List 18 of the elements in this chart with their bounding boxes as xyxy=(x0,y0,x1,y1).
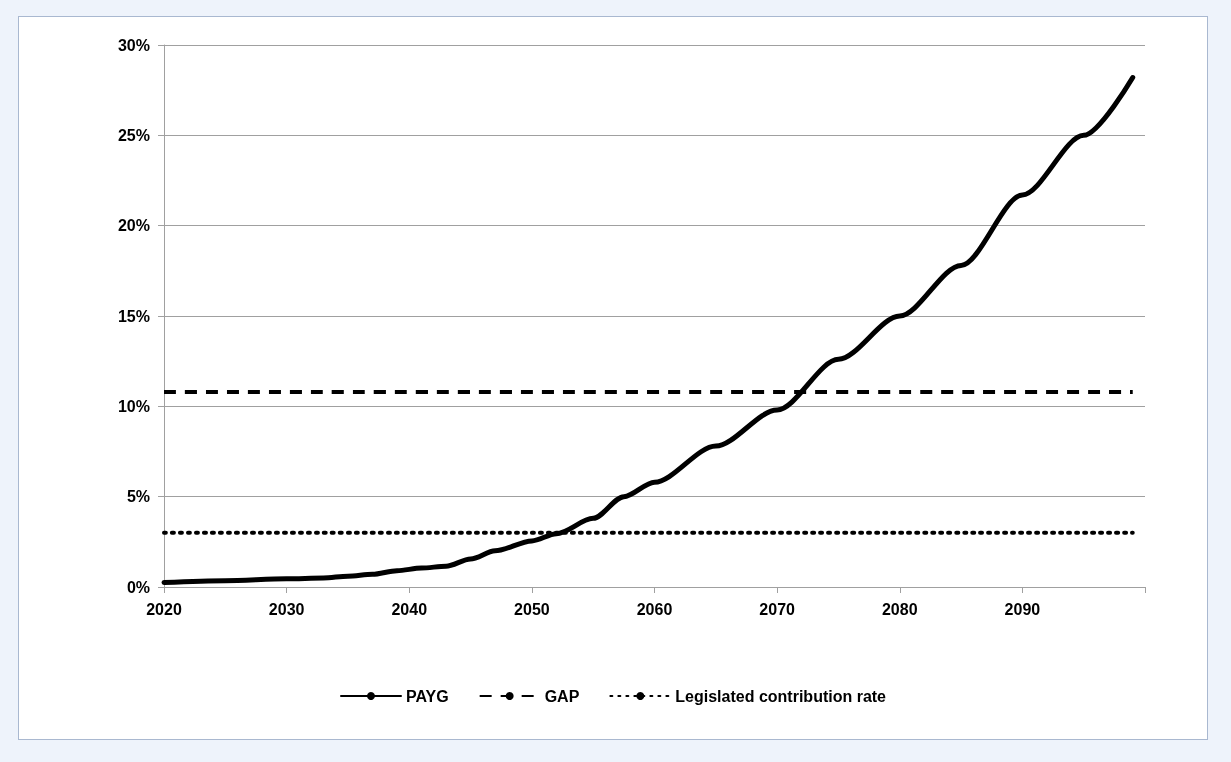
x-tick-label: 2030 xyxy=(268,600,305,618)
x-tick-label: 2020 xyxy=(146,600,182,618)
y-tick-label: 10% xyxy=(117,397,150,415)
x-tick-label: 2090 xyxy=(1004,600,1041,618)
x-tick-label: 2050 xyxy=(514,600,550,618)
x-tick-label: 2080 xyxy=(881,600,918,618)
legend-label: GAP xyxy=(544,687,580,705)
y-tick-label: 5% xyxy=(126,488,150,506)
y-tick-label: 0% xyxy=(126,578,150,596)
y-tick-label: 25% xyxy=(117,126,150,144)
y-tick-label: 15% xyxy=(117,307,150,325)
x-tick-label: 2060 xyxy=(636,600,673,618)
legend-label: PAYG xyxy=(405,687,449,705)
x-tick-label: 2040 xyxy=(391,600,428,618)
x-tick-label: 2070 xyxy=(759,600,796,618)
y-tick-label: 30% xyxy=(117,36,150,54)
legend-label: Legislated contribution rate xyxy=(675,687,887,705)
y-tick-label: 20% xyxy=(117,217,150,235)
